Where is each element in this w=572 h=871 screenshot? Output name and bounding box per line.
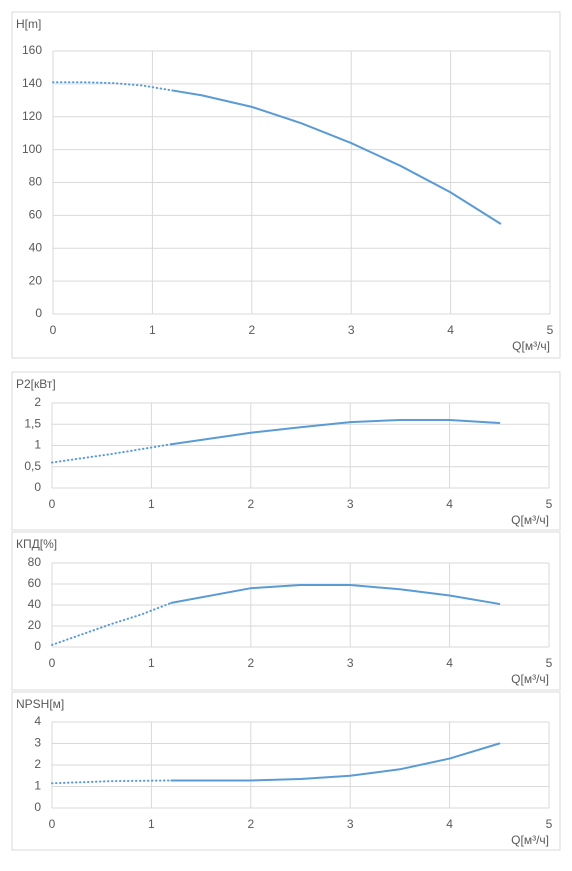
x-tick-label: 5 xyxy=(546,817,553,831)
x-tick-label: 0 xyxy=(50,323,57,337)
y-tick-label: 20 xyxy=(28,618,42,632)
x-tick-label: 1 xyxy=(149,323,156,337)
x-axis-title: Q[м³/ч] xyxy=(511,672,549,686)
y-axis-title: H[m] xyxy=(16,17,41,31)
x-tick-label: 2 xyxy=(247,656,254,670)
y-tick-label: 0,5 xyxy=(24,459,41,473)
data-line xyxy=(51,779,173,785)
chart-frame xyxy=(11,531,561,691)
y-tick-label: 80 xyxy=(28,555,42,569)
y-tick-label: 0 xyxy=(35,306,42,320)
y-axis-title: КПД[%] xyxy=(16,537,57,551)
x-tick-label: 0 xyxy=(49,817,56,831)
x-tick-label: 5 xyxy=(546,656,553,670)
y-tick-label: 60 xyxy=(29,208,43,222)
y-tick-label: 80 xyxy=(29,175,43,189)
y-tick-label: 40 xyxy=(28,597,42,611)
y-tick-label: 1 xyxy=(34,779,41,793)
y-axis-title: P2[кВт] xyxy=(16,377,56,391)
x-tick-label: 5 xyxy=(546,497,553,511)
y-tick-label: 100 xyxy=(22,142,42,156)
y-tick-label: 1,5 xyxy=(24,416,41,430)
data-line xyxy=(51,443,173,464)
x-tick-label: 4 xyxy=(446,497,453,511)
y-tick-label: 2 xyxy=(34,757,41,771)
x-tick-label: 4 xyxy=(446,817,453,831)
y-tick-label: 60 xyxy=(28,576,42,590)
x-axis-title: Q[м³/ч] xyxy=(511,833,549,847)
data-line xyxy=(170,584,501,605)
chart-frame xyxy=(11,691,561,851)
chart-frame xyxy=(11,371,561,531)
x-tick-label: 1 xyxy=(148,817,155,831)
x-tick-label: 3 xyxy=(347,497,354,511)
data-line xyxy=(52,81,174,92)
y-tick-label: 40 xyxy=(29,240,43,254)
data-line xyxy=(171,89,502,225)
x-tick-label: 5 xyxy=(547,323,554,337)
y-tick-label: 0 xyxy=(34,480,41,494)
y-axis-title: NPSH[м] xyxy=(16,697,64,711)
y-tick-label: 0 xyxy=(34,639,41,653)
x-axis-title: Q[м³/ч] xyxy=(511,513,549,527)
y-tick-label: 1 xyxy=(34,438,41,452)
x-tick-label: 4 xyxy=(446,656,453,670)
y-tick-label: 2 xyxy=(34,395,41,409)
x-tick-label: 3 xyxy=(347,817,354,831)
y-tick-label: 4 xyxy=(34,714,41,728)
data-line xyxy=(170,419,501,446)
y-tick-label: 20 xyxy=(29,273,43,287)
x-axis-title: Q[м³/ч] xyxy=(512,339,550,353)
x-tick-label: 3 xyxy=(348,323,355,337)
x-tick-label: 2 xyxy=(247,817,254,831)
x-tick-label: 0 xyxy=(49,497,56,511)
y-tick-label: 3 xyxy=(34,736,41,750)
y-tick-label: 120 xyxy=(22,109,42,123)
x-tick-label: 1 xyxy=(148,656,155,670)
x-tick-label: 2 xyxy=(248,323,255,337)
x-tick-label: 0 xyxy=(49,656,56,670)
y-tick-label: 140 xyxy=(22,76,42,90)
y-tick-label: 0 xyxy=(34,800,41,814)
data-line xyxy=(170,742,501,782)
x-tick-label: 1 xyxy=(148,497,155,511)
data-line xyxy=(51,601,173,646)
y-tick-label: 160 xyxy=(22,43,42,57)
x-tick-label: 4 xyxy=(447,323,454,337)
x-tick-label: 3 xyxy=(347,656,354,670)
x-tick-label: 2 xyxy=(247,497,254,511)
chart-frame xyxy=(11,11,561,359)
